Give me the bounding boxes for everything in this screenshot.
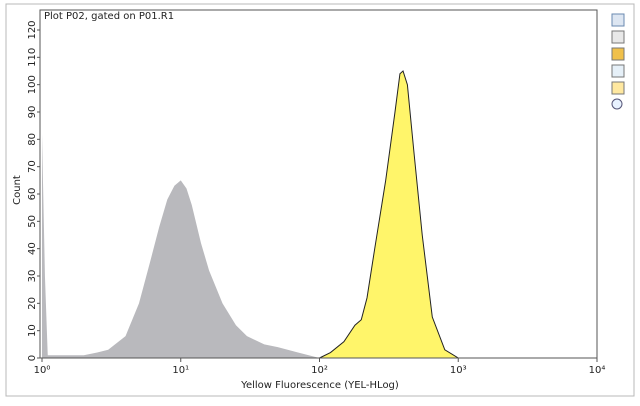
y-tick-label: 90 [27,106,38,119]
tool-icon[interactable] [611,30,625,44]
y-tick-label: 60 [27,188,38,201]
tool-icon[interactable] [611,13,625,27]
y-tick-label: 10 [27,324,38,337]
y-tick-label: 100 [27,75,38,94]
y-axis-label: Count [12,175,23,205]
y-tick-label: 30 [27,270,38,283]
x-tick-label: 10³ [450,365,467,376]
tool-icon[interactable] [611,98,623,110]
histogram-area [319,70,461,359]
toolbar [611,13,625,110]
frame [5,3,635,397]
y-tick-label: 80 [27,133,38,146]
chart-title: Plot P02, gated on P01.R1 [44,11,174,22]
plot-area [42,70,461,359]
x-tick-label: 10⁴ [589,365,606,376]
y-tick-label: 50 [27,215,38,228]
y-tick-label: 110 [27,48,38,67]
y-tick-label: 70 [27,160,38,173]
y-tick-label: 20 [27,297,38,310]
x-tick-label: 10² [311,365,328,376]
plot-border [39,9,598,359]
x-tick-label: 10⁰ [34,365,51,376]
tool-icon[interactable] [611,64,625,78]
x-tick-label: 10¹ [172,365,189,376]
histogram-area [42,133,320,358]
y-tick-label: 40 [27,242,38,255]
x-axis-label: Yellow Fluorescence (YEL-HLog) [240,380,399,391]
y-tick-label: 0 [27,355,38,361]
tool-icon[interactable] [611,81,625,95]
tool-icon[interactable] [611,47,625,61]
y-tick-label: 120 [27,20,38,39]
